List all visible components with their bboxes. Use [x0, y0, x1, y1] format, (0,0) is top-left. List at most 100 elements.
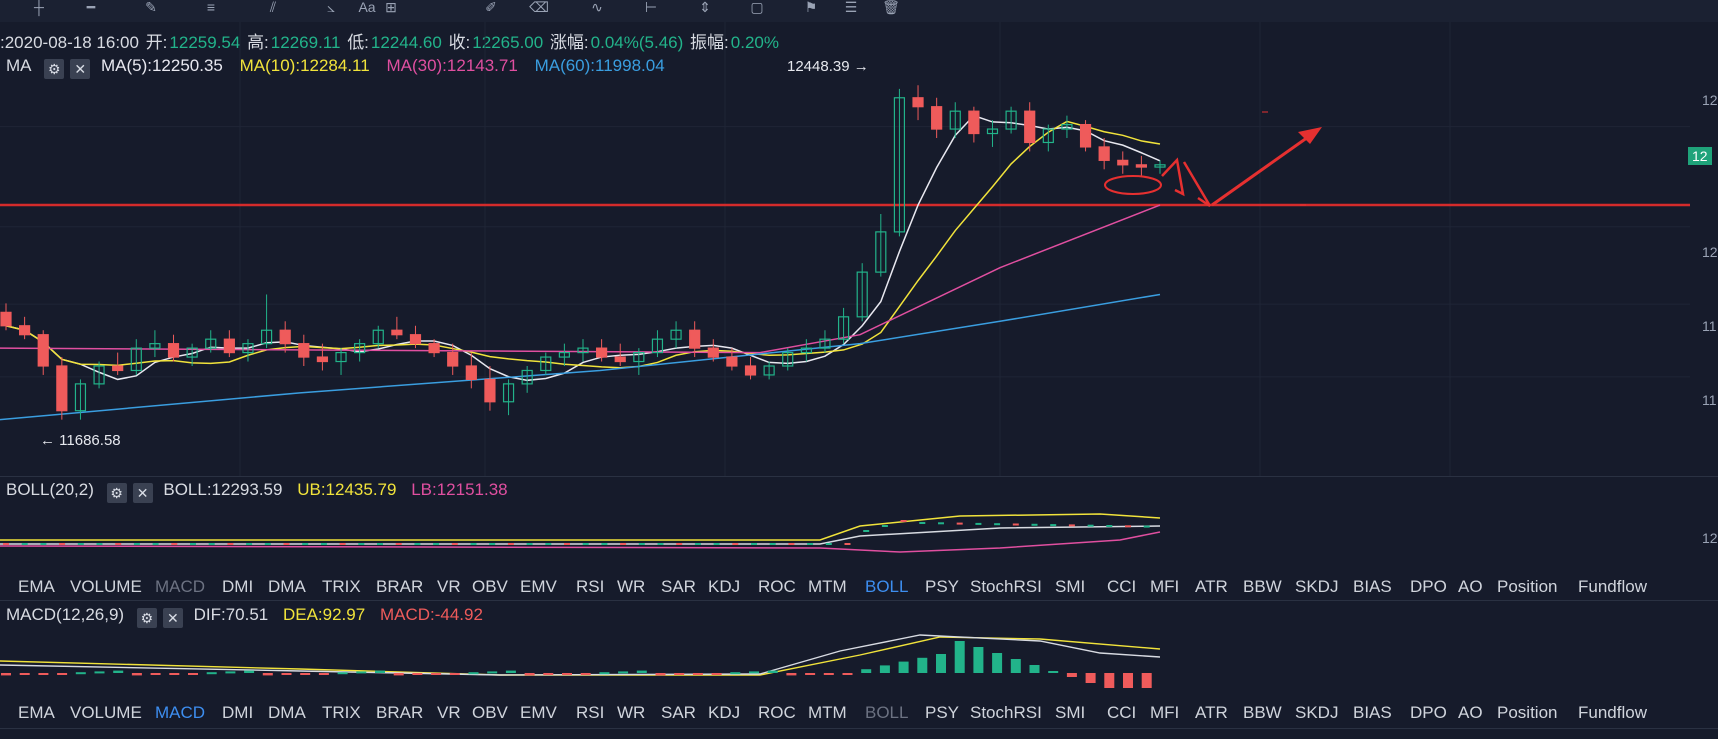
boll-chart[interactable] — [0, 500, 1718, 568]
tab-cci[interactable]: CCI — [1107, 577, 1137, 596]
measure-icon[interactable]: ⊢ — [644, 0, 658, 15]
tab-ao[interactable]: AO — [1458, 577, 1483, 596]
tab-wr[interactable]: WR — [617, 703, 646, 722]
eraser-icon[interactable]: ⌫ — [529, 0, 549, 15]
tab-obv[interactable]: OBV — [472, 703, 508, 722]
macd-chart[interactable] — [0, 625, 1718, 695]
crosshair-icon[interactable]: ┼ — [34, 0, 44, 15]
tab-brar[interactable]: BRAR — [376, 577, 424, 596]
tab-bbw[interactable]: BBW — [1243, 577, 1282, 596]
tab-dmi[interactable]: DMI — [222, 577, 254, 596]
candle-body — [484, 378, 496, 403]
trend-angle-icon[interactable]: ⦣ — [326, 0, 336, 15]
tab-psy[interactable]: PSY — [925, 577, 960, 596]
tab-wr[interactable]: WR — [617, 577, 646, 596]
tab-mtm[interactable]: MTM — [808, 703, 847, 722]
tab-mtm[interactable]: MTM — [808, 577, 847, 596]
ma-settings-gear-icon[interactable]: ⚙ — [44, 59, 65, 79]
tab-boll[interactable]: BOLL — [865, 577, 909, 596]
macd-settings-gear-icon[interactable]: ⚙ — [136, 608, 157, 628]
macd-histogram-bar — [618, 671, 629, 674]
grid-icon[interactable]: ⊞ — [385, 0, 397, 15]
tab-trix[interactable]: TRIX — [322, 577, 361, 596]
tab-bias[interactable]: BIAS — [1353, 577, 1392, 596]
tab-bbw[interactable]: BBW — [1243, 703, 1282, 722]
tab-trix[interactable]: TRIX — [322, 703, 361, 722]
tab-stochrsi[interactable]: StochRSI — [970, 703, 1042, 722]
tab-vr[interactable]: VR — [437, 703, 461, 722]
tab-atr[interactable]: ATR — [1195, 703, 1228, 722]
tab-volume[interactable]: VOLUME — [70, 577, 142, 596]
tab-mfi[interactable]: MFI — [1150, 703, 1180, 722]
tab-emv[interactable]: EMV — [520, 703, 557, 722]
candle-body — [242, 343, 254, 354]
tab-dma[interactable]: DMA — [268, 577, 306, 596]
tab-rsi[interactable]: RSI — [576, 577, 605, 596]
macd-dea-line — [0, 636, 1161, 676]
parallel-channel-icon[interactable]: ⫽ — [269, 0, 277, 15]
tab-obv[interactable]: OBV — [472, 577, 508, 596]
tab-macd[interactable]: MACD — [155, 577, 206, 596]
tab-mfi[interactable]: MFI — [1150, 577, 1180, 596]
tab-position[interactable]: Position — [1497, 703, 1558, 722]
tab-roc[interactable]: ROC — [758, 703, 796, 722]
ma-close-icon[interactable]: ✕ — [70, 59, 91, 79]
tab-macd[interactable]: MACD — [155, 703, 206, 722]
tab-sar[interactable]: SAR — [661, 577, 696, 596]
candle-body — [800, 347, 812, 354]
tab-atr[interactable]: ATR — [1195, 577, 1228, 596]
horizontal-line-icon[interactable]: ━ — [86, 0, 96, 15]
boll-candle-mark — [302, 543, 309, 545]
tab-dmi[interactable]: DMI — [222, 703, 254, 722]
tab-ao[interactable]: AO — [1458, 703, 1483, 722]
path-icon[interactable]: ∿ — [591, 0, 603, 15]
fibonacci-icon[interactable]: ≡ — [206, 0, 216, 15]
change-label: 涨幅: — [549, 33, 589, 52]
tab-kdj[interactable]: KDJ — [708, 703, 741, 722]
pen-tool-icon[interactable]: ✎ — [145, 0, 157, 15]
tab-fundflow[interactable]: Fundflow — [1578, 703, 1647, 722]
macd-histogram-bar — [898, 661, 909, 673]
candlestick-chart[interactable] — [0, 22, 1718, 477]
tab-rsi[interactable]: RSI — [576, 703, 605, 722]
boll-legend: BOLL(20,2) ⚙ ✕ BOLL:12293.59 UB:12435.79 … — [6, 480, 508, 503]
macd-close-icon[interactable]: ✕ — [162, 608, 183, 628]
tab-skdj[interactable]: SKDJ — [1295, 703, 1339, 722]
tab-bias[interactable]: BIAS — [1353, 703, 1392, 722]
tab-kdj[interactable]: KDJ — [708, 577, 741, 596]
tab-position[interactable]: Position — [1497, 577, 1558, 596]
candle-body — [558, 351, 570, 358]
tab-psy[interactable]: PSY — [925, 703, 960, 722]
tab-ema[interactable]: EMA — [18, 577, 55, 596]
tab-volume[interactable]: VOLUME — [70, 703, 142, 722]
note-icon[interactable]: ▢ — [750, 0, 764, 15]
price-range-icon[interactable]: ⇕ — [699, 0, 711, 15]
tab-dpo[interactable]: DPO — [1410, 577, 1447, 596]
close-label: 收: — [448, 33, 471, 52]
boll-close-icon[interactable]: ✕ — [132, 483, 153, 503]
macd-histogram-bar — [57, 673, 68, 675]
tab-ema[interactable]: EMA — [18, 703, 55, 722]
tab-boll[interactable]: BOLL — [865, 703, 909, 722]
text-icon[interactable]: Aa — [358, 0, 376, 15]
boll-settings-gear-icon[interactable]: ⚙ — [106, 483, 127, 503]
candle-body — [279, 329, 291, 345]
tab-stochrsi[interactable]: StochRSI — [970, 577, 1042, 596]
tab-fundflow[interactable]: Fundflow — [1578, 577, 1647, 596]
flag-icon[interactable]: ⚑ — [804, 0, 818, 15]
ma10-value: MA(10):12284.11 — [239, 56, 370, 75]
delete-icon[interactable]: 🗑 — [882, 0, 900, 15]
tab-brar[interactable]: BRAR — [376, 703, 424, 722]
tab-roc[interactable]: ROC — [758, 577, 796, 596]
tab-smi[interactable]: SMI — [1055, 703, 1086, 722]
text-box-icon[interactable]: ☰ — [844, 0, 858, 15]
tab-smi[interactable]: SMI — [1055, 577, 1086, 596]
tab-vr[interactable]: VR — [437, 577, 461, 596]
tab-emv[interactable]: EMV — [520, 577, 557, 596]
tab-dma[interactable]: DMA — [268, 703, 306, 722]
brush-icon[interactable]: ✐ — [485, 0, 497, 15]
tab-skdj[interactable]: SKDJ — [1295, 577, 1339, 596]
tab-sar[interactable]: SAR — [661, 703, 696, 722]
tab-cci[interactable]: CCI — [1107, 703, 1137, 722]
tab-dpo[interactable]: DPO — [1410, 703, 1447, 722]
